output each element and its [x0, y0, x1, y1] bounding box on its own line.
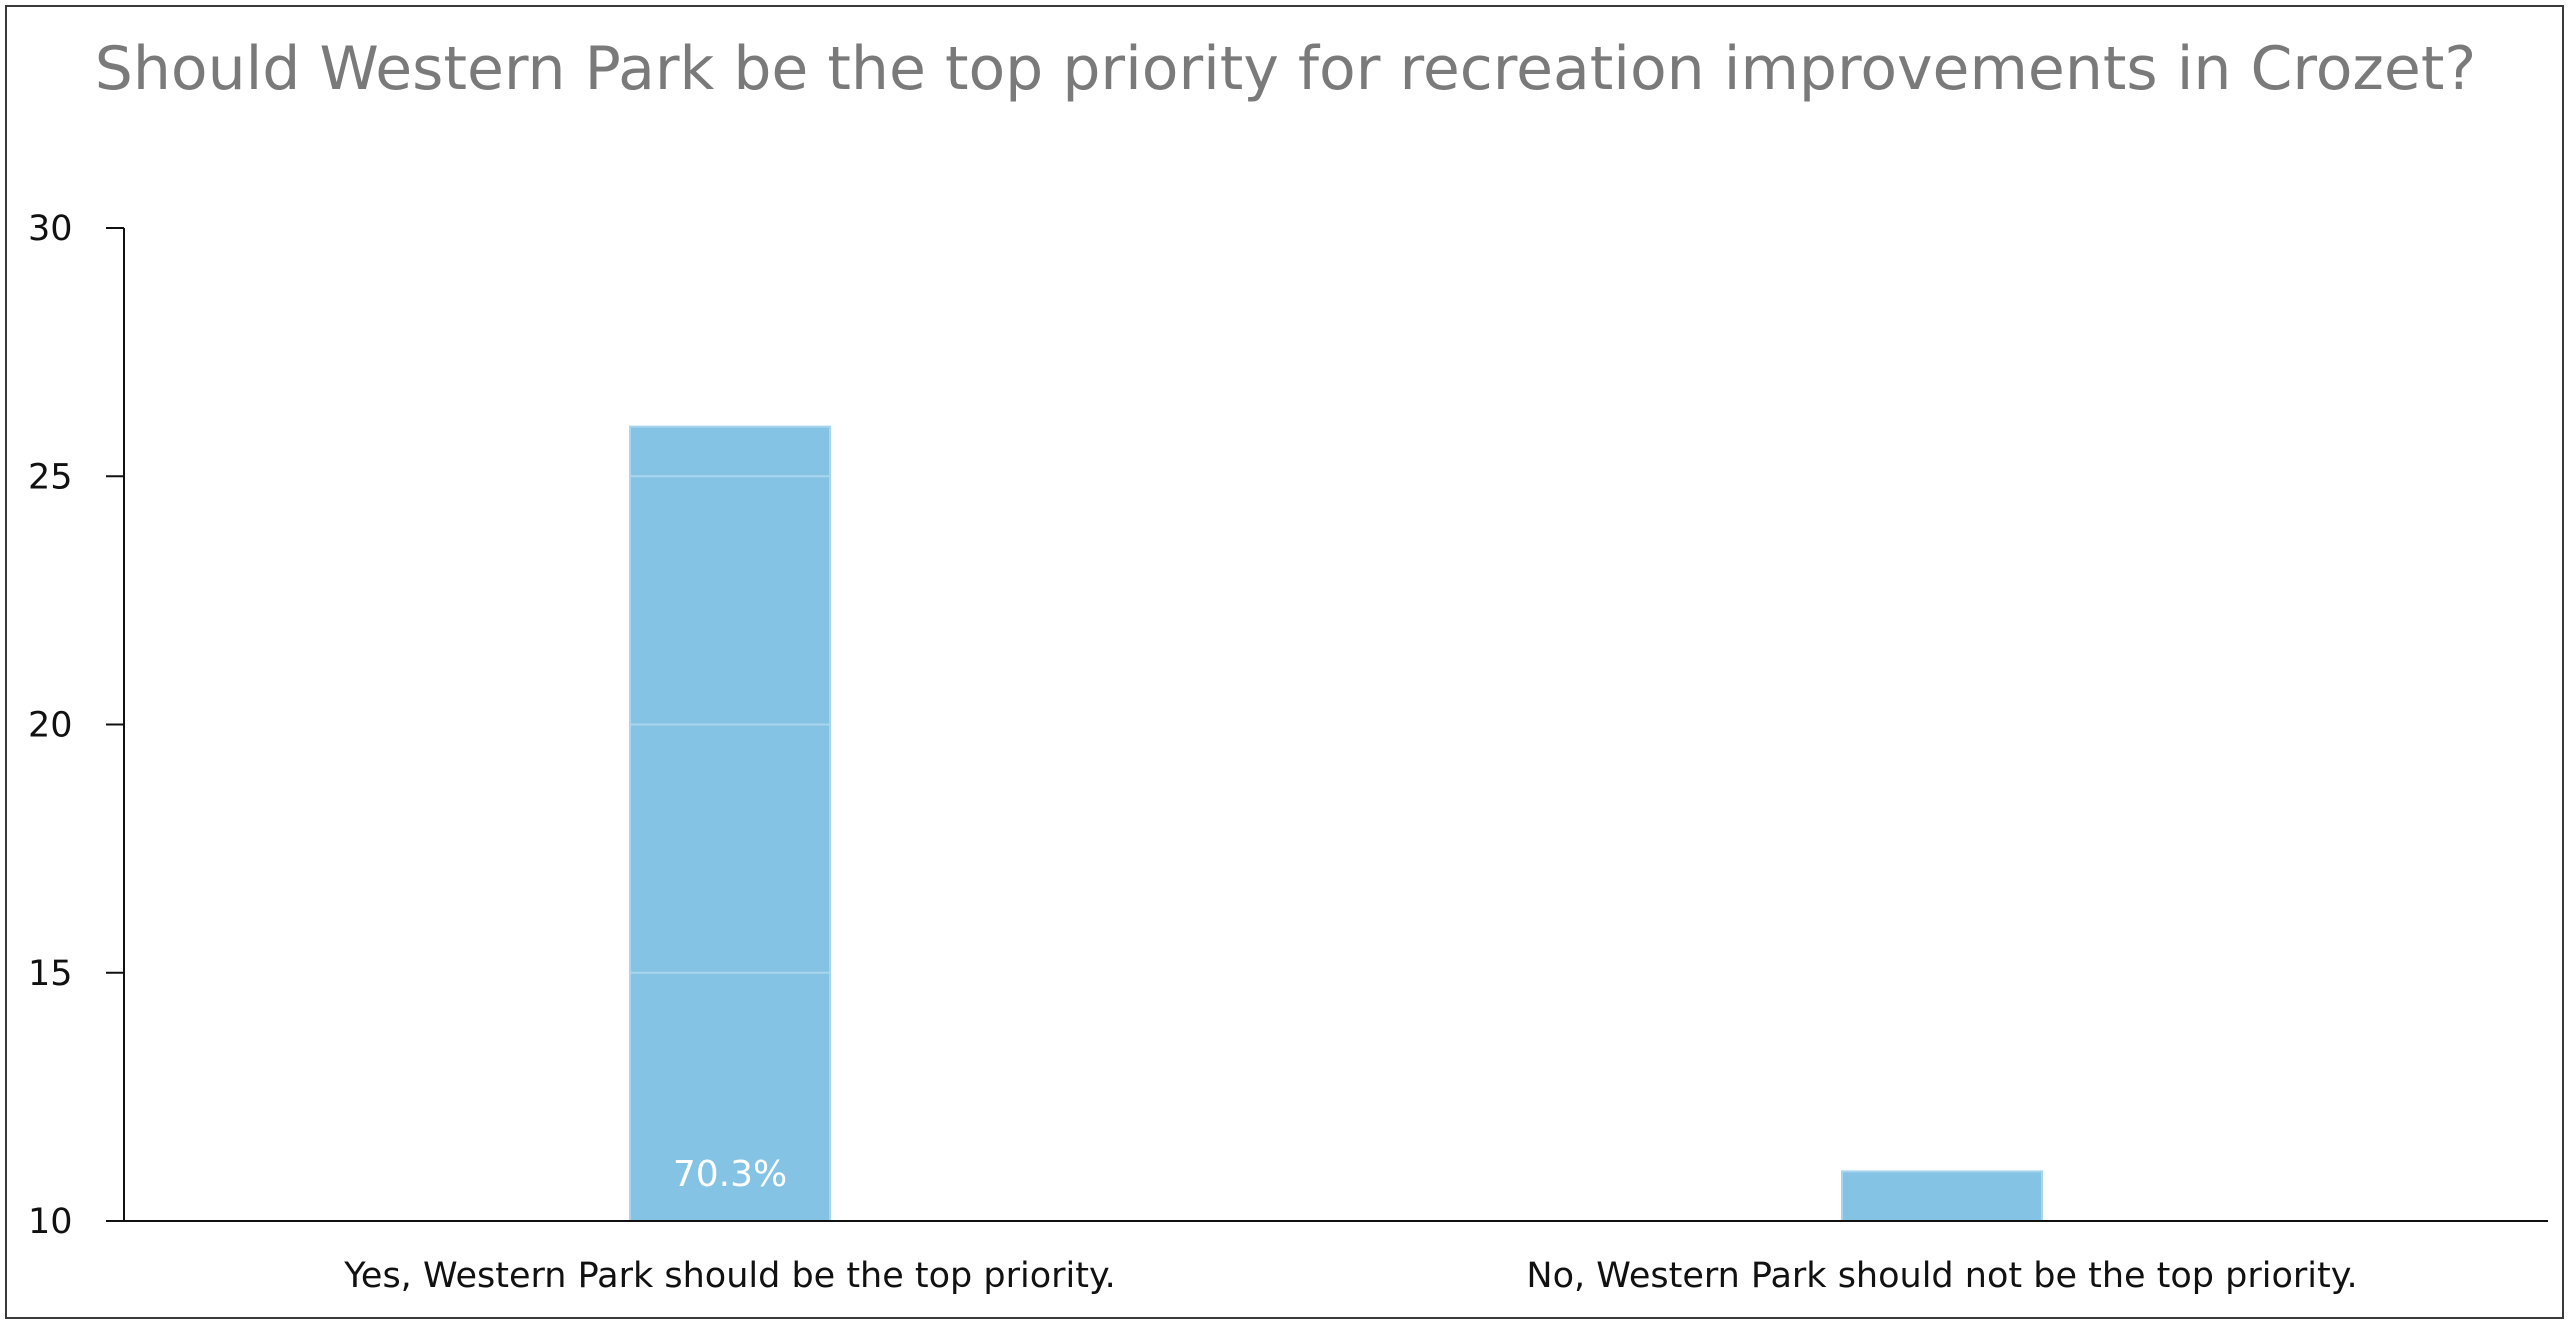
y-tick-label: 30: [28, 209, 73, 249]
y-tick-label: 15: [28, 954, 73, 994]
chart-title: Should Western Park be the top priority …: [94, 34, 2477, 104]
y-tick-label: 10: [28, 1202, 73, 1242]
x-category-label: No, Western Park should not be the top p…: [1526, 1256, 2357, 1296]
y-tick-label: 20: [28, 706, 73, 746]
bar: [1841, 1170, 2043, 1222]
bars: 70.3%: [629, 425, 2043, 1223]
x-category-label: Yes, Western Park should be the top prio…: [343, 1256, 1116, 1296]
y-tick-label: 25: [28, 457, 73, 497]
chart-frame: [5, 5, 2564, 1319]
data-label: 70.3%: [673, 1154, 787, 1195]
y-axis: 10 15 20 25 30: [28, 209, 125, 1242]
bar: [629, 425, 831, 1223]
x-axis: Yes, Western Park should be the top prio…: [124, 1220, 2548, 1296]
